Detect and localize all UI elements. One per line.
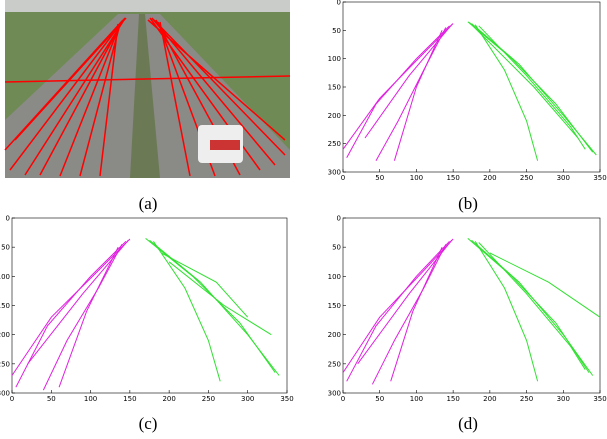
y-tick-label: 150 (0, 302, 10, 310)
trajectory (490, 253, 600, 317)
x-tick-label: 0 (341, 395, 345, 403)
y-tick-label: 0 (6, 215, 10, 223)
x-tick-label: 200 (483, 395, 496, 403)
x-tick-label: 200 (483, 174, 496, 182)
x-tick-label: 150 (446, 174, 459, 182)
x-tick-label: 350 (280, 395, 293, 403)
trajectory (153, 241, 220, 381)
trajectory (475, 25, 537, 161)
y-tick-label: 100 (328, 55, 341, 63)
trajectory (169, 262, 271, 335)
x-tick-label: 350 (593, 395, 606, 403)
x-tick-label: 300 (557, 174, 570, 182)
page: (a) (b) 0 50 100 150 200 250 300 350 0 50 100 150 200 2… (0, 0, 607, 439)
y-tick-label: 50 (332, 27, 341, 35)
x-tick-label: 300 (241, 395, 254, 403)
x-tick-label: 250 (202, 395, 215, 403)
y-tick-label: 0 (337, 0, 341, 7)
x-tick-label: 250 (520, 395, 533, 403)
x-tick-label: 50 (375, 395, 384, 403)
x-tick-label: 250 (520, 174, 533, 182)
y-tick-label: 200 (328, 112, 341, 120)
trajectory (161, 253, 247, 317)
x-tick-label: 0 (10, 395, 14, 403)
y-tick-label: 150 (328, 84, 341, 92)
y-tick-label: 50 (332, 244, 341, 252)
trajectory (28, 240, 129, 364)
x-tick-label: 0 (341, 174, 345, 182)
photo-van-stripe (210, 140, 240, 150)
trajectory (475, 241, 537, 381)
trajectory (372, 244, 445, 384)
trajectory (472, 240, 593, 375)
figure: (a) (b) 0 50 100 150 200 250 300 350 0 50 100 150 200 2… (0, 0, 607, 439)
x-tick-label: 150 (123, 395, 136, 403)
trajectory (358, 240, 452, 364)
y-tick-label: 200 (0, 331, 10, 339)
y-tick-label: 150 (328, 302, 341, 310)
trajectory (394, 30, 442, 160)
photo (5, 0, 290, 178)
x-tick-label: 100 (84, 395, 97, 403)
y-tick-label: 300 (0, 390, 10, 398)
panel-label: (c) (139, 414, 158, 433)
y-tick-label: 250 (328, 140, 341, 148)
trajectory (150, 240, 280, 375)
x-tick-label: 200 (162, 395, 175, 403)
y-tick-label: 50 (1, 244, 10, 252)
panel-label: (d) (458, 414, 478, 433)
y-tick-label: 100 (0, 273, 10, 281)
x-tick-label: 100 (410, 174, 423, 182)
x-tick-label: 50 (375, 174, 384, 182)
x-tick-label: 150 (446, 395, 459, 403)
y-tick-label: 100 (328, 273, 341, 281)
trajectory (469, 22, 578, 138)
y-tick-label: 250 (328, 360, 341, 368)
axes-box (343, 2, 600, 172)
y-tick-label: 250 (0, 360, 10, 368)
axes-box (12, 218, 287, 393)
photo-sky (5, 0, 290, 12)
x-tick-label: 300 (557, 395, 570, 403)
x-tick-label: 100 (410, 395, 423, 403)
y-tick-label: 0 (337, 215, 341, 223)
x-tick-label: 50 (47, 395, 56, 403)
y-tick-label: 200 (328, 331, 341, 339)
panel-label: (b) (458, 194, 478, 213)
panel-label: (a) (139, 194, 158, 213)
x-tick-label: 350 (593, 174, 606, 182)
y-tick-label: 300 (328, 390, 341, 398)
trajectory (376, 28, 446, 161)
y-tick-label: 300 (328, 169, 341, 177)
